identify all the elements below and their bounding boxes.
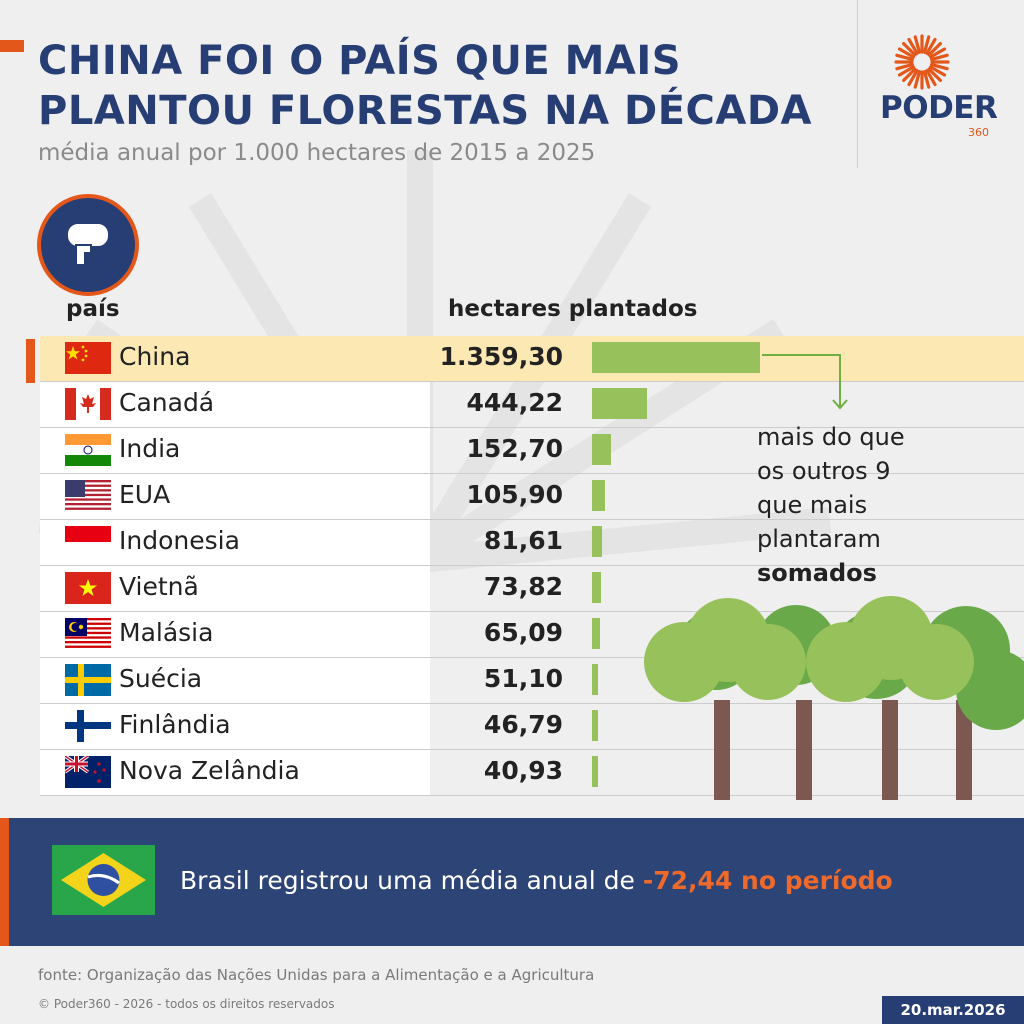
hectares-bar [592, 572, 602, 603]
highlight-row-marker [26, 339, 35, 383]
publication-date: 20.mar.2026 [882, 996, 1024, 1024]
country-name: Vietnã [119, 572, 199, 601]
column-header-country: país [66, 296, 120, 322]
title-line-1: CHINA FOI O PAÍS QUE MAIS [38, 38, 682, 84]
hectares-bar [592, 618, 601, 649]
row-divider [40, 657, 1024, 658]
country-name: Nova Zelândia [119, 756, 300, 785]
row-divider [40, 427, 1024, 428]
country-flag-icon [65, 664, 111, 696]
tree-stump-icon [37, 194, 139, 296]
logo-word: PODER [880, 90, 998, 126]
sun-rays-icon [894, 34, 950, 90]
trees-illustration [644, 596, 1024, 800]
row-divider [40, 703, 1024, 704]
row-divider [40, 381, 1024, 382]
table-row: China 1.359,30 [40, 336, 1024, 382]
hectares-bar [592, 756, 598, 787]
brazil-footer-band [0, 818, 1024, 946]
country-name: Finlândia [119, 710, 231, 739]
country-name: Canadá [119, 388, 215, 417]
logo-number: 360 [968, 126, 989, 139]
annotation-line-2: os outros 9 [757, 457, 891, 485]
country-flag-icon [65, 480, 111, 512]
table-row: EUA 105,90 [40, 474, 1024, 520]
hectares-bar [592, 342, 760, 373]
hectares-bar [592, 664, 599, 695]
hectares-value: 81,61 [483, 526, 563, 555]
row-divider [40, 473, 1024, 474]
page-title: CHINA FOI O PAÍS QUE MAIS PLANTOU FLORES… [38, 36, 838, 136]
row-divider [40, 611, 1024, 612]
hectares-bar [592, 526, 603, 557]
table-row: Indonesia 81,61 [40, 520, 1024, 566]
country-flag-icon [65, 572, 111, 604]
hectares-value: 51,10 [483, 664, 563, 693]
hectares-value: 152,70 [466, 434, 563, 463]
column-header-hectares: hectares plantados [448, 296, 698, 322]
country-name: Indonesia [119, 526, 240, 555]
row-divider [40, 795, 1024, 796]
country-flag-icon [65, 710, 111, 742]
hectares-value: 65,09 [483, 618, 563, 647]
table-row: Canadá 444,22 [40, 382, 1024, 428]
hectares-value: 1.359,30 [439, 342, 563, 371]
title-accent-mark [0, 40, 24, 52]
hectares-value: 444,22 [466, 388, 563, 417]
country-name: India [119, 434, 181, 463]
table-row: India 152,70 [40, 428, 1024, 474]
brazil-flag-icon [52, 845, 155, 915]
table-row: Malásia 65,09 [40, 612, 1024, 658]
country-flag-icon [65, 434, 111, 466]
country-name: Malásia [119, 618, 214, 647]
country-flag-icon [65, 756, 111, 788]
copyright-note: © Poder360 - 2026 - todos os direitos re… [38, 997, 335, 1011]
hectares-value: 73,82 [483, 572, 563, 601]
hectares-bar [592, 480, 606, 511]
annotation-line-4: plantaram [757, 525, 881, 553]
hectares-value: 46,79 [483, 710, 563, 739]
country-name: Suécia [119, 664, 203, 693]
country-name: China [119, 342, 191, 371]
row-divider [40, 519, 1024, 520]
annotation-arrow [762, 354, 848, 410]
brazil-value: -72,44 no período [642, 866, 893, 895]
country-name: EUA [119, 480, 171, 509]
brazil-statement-text: Brasil registrou uma média anual de [180, 866, 635, 895]
footer-accent-mark [0, 818, 9, 946]
row-divider [40, 749, 1024, 750]
ranking-table: China 1.359,30 Canadá 444,22 India 152,70 EUA 1… [0, 336, 1024, 796]
brazil-statement: Brasil registrou uma média anual de -72,… [180, 866, 893, 895]
page-subtitle: média anual por 1.000 hectares de 2015 a… [38, 140, 596, 166]
header-divider [857, 0, 858, 168]
source-note: fonte: Organização das Nações Unidas par… [38, 966, 595, 984]
table-row: Finlândia 46,79 [40, 704, 1024, 750]
annotation-line-1: mais do que [757, 423, 905, 451]
hectares-bar [592, 710, 598, 741]
table-row: Vietnã 73,82 [40, 566, 1024, 612]
country-flag-icon [65, 526, 111, 558]
hectares-value: 105,90 [466, 480, 563, 509]
row-divider [40, 565, 1024, 566]
table-row: Nova Zelândia 40,93 [40, 750, 1024, 796]
annotation-line-5: somados [757, 559, 877, 587]
title-line-2: PLANTOU FLORESTAS NA DÉCADA [38, 88, 812, 134]
row-background [40, 336, 1024, 381]
hectares-value: 40,93 [483, 756, 563, 785]
annotation-text: mais do que os outros 9 que mais plantar… [757, 420, 957, 590]
annotation-line-3: que mais [757, 491, 868, 519]
country-flag-icon [65, 618, 111, 650]
country-flag-icon [65, 342, 111, 374]
hectares-bar [592, 388, 647, 419]
hectares-bar [592, 434, 611, 465]
poder360-logo: PODER 360 [872, 30, 1002, 145]
country-flag-icon [65, 388, 111, 420]
table-row: Suécia 51,10 [40, 658, 1024, 704]
